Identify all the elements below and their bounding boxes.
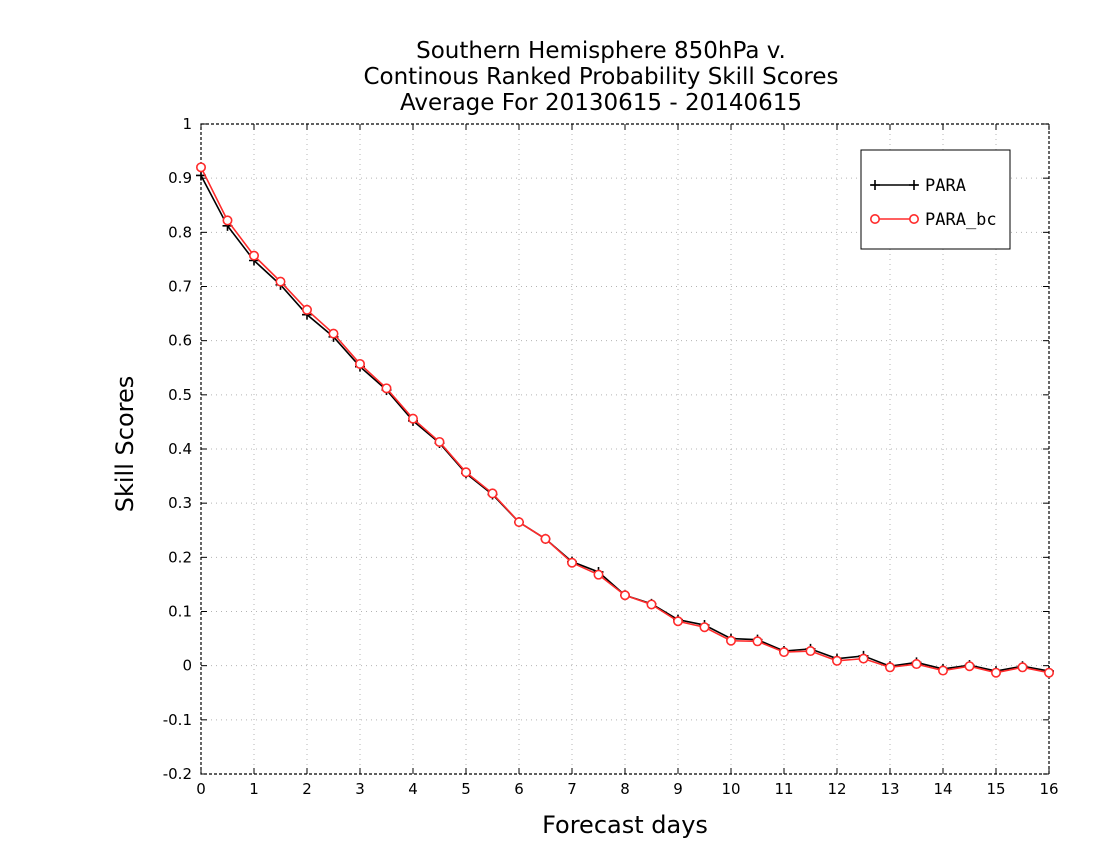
legend-item: PARA_bc [869, 210, 997, 230]
data-point [937, 665, 948, 676]
data-point [407, 413, 418, 424]
data-point [858, 653, 869, 664]
data-point [381, 383, 392, 394]
y-tick-label: 1 [182, 115, 192, 133]
y-tick-label: 0.4 [168, 440, 192, 458]
x-tick-label: 9 [673, 780, 683, 798]
y-tick-label: 0.2 [168, 548, 192, 566]
data-point [593, 569, 604, 580]
y-tick-label: 0.7 [168, 278, 192, 296]
data-point [646, 599, 657, 610]
x-tick-label: 14 [933, 780, 952, 798]
data-point [964, 661, 975, 672]
data-point [805, 646, 816, 657]
chart-title-line-1: Southern Hemisphere 850hPa v. [416, 38, 786, 64]
data-point [540, 533, 551, 544]
data-point [434, 436, 445, 447]
data-point [354, 358, 365, 369]
y-tick-label: -0.2 [163, 765, 192, 783]
axis-ticks: 0 1 2 3 4 5 6 7 8 9 10 11 12 13 14 15 16-0.2-0.100.10.20… [163, 115, 1059, 798]
data-point [196, 162, 207, 173]
x-tick-label: 13 [880, 780, 899, 798]
data-point [301, 304, 312, 315]
x-tick-label: 2 [302, 780, 312, 798]
x-tick-label: 1 [249, 780, 259, 798]
data-point [672, 616, 683, 627]
x-tick-label: 5 [461, 780, 471, 798]
grid-lines [201, 124, 1049, 774]
x-tick-label: 12 [827, 780, 846, 798]
data-point [328, 328, 339, 339]
y-tick-label: -0.1 [163, 711, 192, 729]
legend-label: PARA [925, 176, 966, 196]
data-point [619, 590, 630, 601]
legend-label: PARA_bc [925, 210, 997, 230]
y-tick-label: 0.1 [168, 603, 192, 621]
x-tick-label: 7 [567, 780, 577, 798]
data-point [249, 250, 260, 261]
data-point [831, 655, 842, 666]
legend-item: PARA [870, 176, 966, 196]
data-point [566, 557, 577, 568]
series-para-bc [196, 162, 1055, 678]
x-tick-label: 8 [620, 780, 630, 798]
data-point [884, 662, 895, 673]
x-tick-label: 15 [986, 780, 1005, 798]
legend-marker [909, 180, 919, 190]
data-point [778, 647, 789, 658]
data-point [911, 659, 922, 670]
legend-box [860, 149, 1011, 250]
y-tick-label: 0.5 [168, 386, 192, 404]
legend-marker [869, 214, 880, 225]
x-tick-label: 11 [774, 780, 793, 798]
y-axis-label: Skill Scores [111, 376, 139, 513]
data-point [222, 215, 233, 226]
data-point [752, 636, 763, 647]
data-point [1017, 662, 1028, 673]
legend-marker [908, 214, 919, 225]
data-point [1044, 667, 1055, 678]
data-point [725, 635, 736, 646]
x-tick-label: 0 [196, 780, 206, 798]
x-tick-label: 4 [408, 780, 418, 798]
y-tick-label: 0.3 [168, 494, 192, 512]
chart-title-line-3: Average For 20130615 - 20140615 [400, 90, 802, 116]
data-point [990, 667, 1001, 678]
x-axis-label: Forecast days [542, 811, 708, 839]
y-tick-label: 0.8 [168, 223, 192, 241]
chart-title-line-2: Continous Ranked Probability Skill Score… [363, 64, 838, 90]
data-point [275, 276, 286, 287]
x-tick-label: 16 [1039, 780, 1058, 798]
data-point [487, 488, 498, 499]
data-point [460, 467, 471, 478]
x-tick-label: 3 [355, 780, 365, 798]
x-tick-label: 10 [721, 780, 740, 798]
legend: PARA PARA_bc [860, 149, 1011, 250]
data-point [699, 622, 710, 633]
series-group [196, 162, 1055, 678]
y-tick-label: 0.9 [168, 169, 192, 187]
x-tick-label: 6 [514, 780, 524, 798]
y-tick-label: 0 [182, 657, 192, 675]
data-point [513, 517, 524, 528]
y-tick-label: 0.6 [168, 332, 192, 350]
legend-marker [870, 180, 880, 190]
